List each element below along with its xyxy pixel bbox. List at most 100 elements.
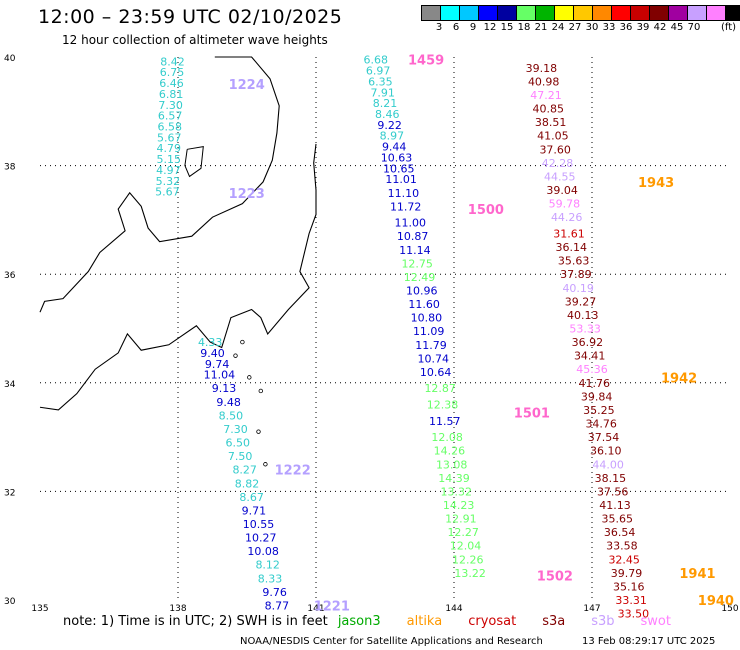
swh-value: 8.77 <box>265 599 290 612</box>
track-time-label: 1501 <box>514 407 550 422</box>
colorbar-label: 30 <box>585 22 599 33</box>
swh-value: 10.96 <box>406 284 438 297</box>
swh-value: 4.97 <box>156 164 181 177</box>
colorbar-label: 21 <box>534 22 548 33</box>
swh-value: 6.50 <box>226 437 251 450</box>
swh-value: 10.55 <box>243 518 275 531</box>
swh-value: 4.33 <box>198 336 223 349</box>
swh-value: 41.13 <box>599 499 631 512</box>
swh-value: 33.50 <box>618 608 650 621</box>
lon-tick-label: 147 <box>583 604 600 614</box>
sado-island <box>184 145 204 178</box>
swh-value: 36.14 <box>556 241 588 254</box>
colorbar-label: 45 <box>670 22 684 33</box>
coastline-north <box>39 56 280 313</box>
footer-note-text: note: 1) Time is in UTC; 2) SWH is in fe… <box>63 614 328 629</box>
swh-value: 14.26 <box>434 445 466 458</box>
swh-value: 37.60 <box>539 143 571 156</box>
swh-value: 39.79 <box>611 567 643 580</box>
swh-value: 39.18 <box>526 62 558 75</box>
swh-value: 8.67 <box>239 491 264 504</box>
swh-value: 14.39 <box>438 472 470 485</box>
colorbar-label: 39 <box>636 22 650 33</box>
swh-value: 11.79 <box>415 339 447 352</box>
swh-value: 9.74 <box>205 358 230 371</box>
swh-value: 6.58 <box>157 121 182 134</box>
swh-value: 38.15 <box>595 472 627 485</box>
satellite-legend-item: altika <box>406 614 443 629</box>
lon-tick-label: 135 <box>31 604 48 614</box>
colorbar-label: 9 <box>469 22 477 33</box>
footer-note: note: 1) Time is in UTC; 2) SWH is in fe… <box>63 614 703 629</box>
swh-value: 11.14 <box>399 244 431 257</box>
colorbar-label: 70 <box>687 22 701 33</box>
swh-value: 12.04 <box>450 540 482 553</box>
coastline-south <box>39 143 317 411</box>
island-marker <box>258 388 263 394</box>
swh-value: 36.54 <box>604 526 636 539</box>
swh-value: 34.76 <box>585 418 617 431</box>
swh-value: 42.28 <box>542 157 574 170</box>
swh-value: 9.13 <box>212 382 237 395</box>
lat-tick-label: 40 <box>4 54 16 64</box>
swh-value: 40.13 <box>567 309 599 322</box>
swh-value: 8.46 <box>375 108 400 121</box>
colorbar-unit: (ft) <box>721 22 737 33</box>
lon-tick-label: 141 <box>307 604 324 614</box>
lon-tick-label: 144 <box>445 604 462 614</box>
map-subtitle: 12 hour collection of altimeter wave hei… <box>62 33 328 47</box>
swh-value: 5.67 <box>157 131 182 144</box>
satellite-legend-item: cryosat <box>468 614 517 629</box>
swh-value: 6.97 <box>366 65 391 78</box>
swh-value: 40.19 <box>562 282 594 295</box>
swh-value: 9.40 <box>200 347 225 360</box>
satellite-legend-item: jason3 <box>337 614 381 629</box>
track-time-label: 1942 <box>661 371 697 386</box>
satellite-legend-item: s3b <box>591 614 615 629</box>
swh-value: 35.25 <box>583 404 615 417</box>
swh-value: 45.36 <box>576 363 608 376</box>
swh-value: 59.78 <box>549 198 581 211</box>
swh-value: 11.60 <box>408 298 440 311</box>
swh-value: 9.44 <box>382 141 407 154</box>
lat-tick-label: 32 <box>4 488 15 498</box>
swh-value: 10.63 <box>381 151 413 164</box>
track-time-label: 1502 <box>537 570 573 585</box>
colorbar-swatch <box>725 5 740 21</box>
colorbar-label: 27 <box>568 22 582 33</box>
swh-value: 14.23 <box>443 499 475 512</box>
colorbar-label: 15 <box>500 22 514 33</box>
swh-value: 10.27 <box>245 532 277 545</box>
satellite-legend-item: swot <box>640 614 671 629</box>
colorbar-label: 42 <box>653 22 667 33</box>
swh-value: 44.26 <box>551 211 583 224</box>
swh-value: 8.97 <box>380 130 405 143</box>
swh-value: 40.98 <box>528 75 560 88</box>
swh-value: 37.89 <box>560 268 592 281</box>
swh-value: 12.26 <box>452 553 484 566</box>
swh-value: 11.04 <box>204 369 236 382</box>
swh-value: 37.56 <box>597 485 629 498</box>
lat-tick-label: 36 <box>4 271 16 281</box>
swh-value: 12.38 <box>427 399 459 412</box>
island-marker <box>247 375 252 380</box>
lon-tick-label: 150 <box>721 604 738 614</box>
swh-value: 9.22 <box>377 119 402 132</box>
swh-value: 8.21 <box>373 97 398 110</box>
swh-value: 38.51 <box>535 116 567 129</box>
track-time-label: 1224 <box>229 78 265 93</box>
swh-value: 34.41 <box>574 350 606 363</box>
swh-value: 10.64 <box>420 366 452 379</box>
swh-value: 7.30 <box>158 99 183 112</box>
swh-value: 13.08 <box>436 458 468 471</box>
swh-value: 5.32 <box>156 175 181 188</box>
swh-value: 33.58 <box>606 540 638 553</box>
swh-value: 10.08 <box>247 545 279 558</box>
colorbar-label: 6 <box>452 22 460 33</box>
swh-value: 12.27 <box>447 526 479 539</box>
swh-value: 11.72 <box>390 200 422 213</box>
swh-value: 10.74 <box>418 352 450 365</box>
swh-value: 8.27 <box>232 464 257 477</box>
swh-value: 6.57 <box>158 110 183 123</box>
